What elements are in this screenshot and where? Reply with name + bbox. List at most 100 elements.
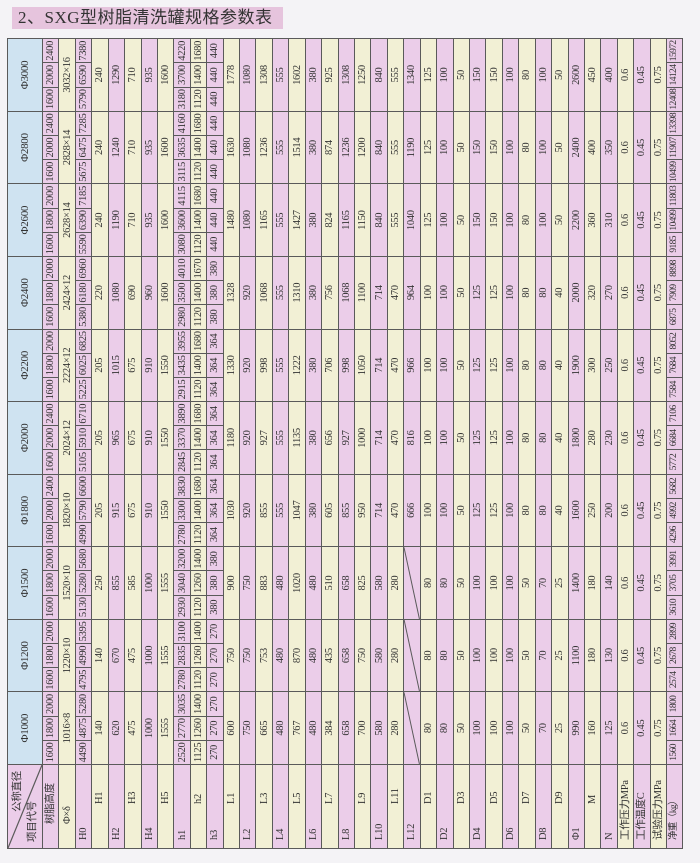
value-cell: 130 [600, 619, 618, 692]
value-cell: 920 [239, 329, 256, 402]
row-label: L12 [403, 764, 421, 849]
value-cell: 1800 [42, 643, 59, 668]
value-cell: 1135 [288, 401, 306, 475]
value-cell: 767 [288, 691, 306, 765]
table-row: 试验压力MPa 0.75 0.75 0.75 0.75 0.75 0.75 0.75 0.75 0… [650, 38, 667, 849]
value-cell: 100 [502, 691, 519, 765]
value-cell: 620 [108, 691, 125, 765]
diagonal-divider [8, 765, 42, 848]
value-cell: 1308 [255, 38, 273, 112]
value-cell: 1310 [288, 256, 306, 330]
table-row: L4 480 480 480 555 555 555 555 555 555 555 [272, 38, 289, 849]
value-cell: 25 [551, 619, 568, 692]
table-row: 工作温度C 0.45 0.45 0.45 0.45 0.45 0.45 0.45 0.45 0.4… [633, 38, 651, 849]
value-cell: 555 [272, 329, 289, 402]
value-cell: 125 [600, 691, 618, 765]
row-label: L4 [272, 764, 289, 849]
value-cell: 3080 [173, 232, 191, 257]
value-cell: 80 [436, 546, 454, 620]
empty-cell [403, 546, 421, 620]
value-cell: 4010 [173, 256, 191, 281]
value-cell: 280 [387, 619, 404, 692]
table-row: N 125 130 140 200 230 250 270 310 350 400 [600, 38, 618, 849]
table-row: L9 700 750 825 950 1000 1050 1100 1150 1200 1250 [354, 38, 371, 849]
row-label: L6 [305, 764, 322, 849]
row-label: L5 [288, 764, 306, 849]
row-label: D6 [502, 764, 519, 849]
row-label: 树脂高度 [42, 764, 59, 849]
value-cell: 7909 [666, 280, 683, 305]
value-cell: 270 [206, 619, 224, 644]
diameter-header: Φ2800 [7, 111, 43, 184]
value-cell: 1600 [42, 740, 59, 765]
value-cell: 714 [370, 474, 388, 547]
value-cell: 3600 [173, 208, 191, 233]
value-cell: 364 [206, 498, 224, 523]
value-cell: 2899 [666, 619, 683, 644]
value-cell: 2400 [42, 38, 59, 63]
value-cell: 205 [91, 329, 109, 402]
value-cell: 2400 [42, 401, 59, 426]
value-cell: 480 [305, 546, 322, 620]
value-cell: 100 [502, 401, 519, 475]
value-cell: 0.75 [650, 111, 667, 184]
value-cell: 40 [551, 401, 568, 475]
value-cell: 1250 [354, 38, 371, 112]
value-cell: 1630 [223, 111, 240, 184]
value-cell: 11907 [666, 135, 683, 160]
value-cell: 7185 [75, 183, 92, 209]
value-cell: 125 [485, 474, 503, 547]
value-cell: 2000 [42, 546, 59, 571]
value-cell: 80 [518, 474, 536, 547]
table-row: D2 80 80 80 100 100 100 100 100 100 100 [436, 38, 454, 849]
value-cell: 1670 [190, 256, 207, 281]
table-row: h2 1125 1260 1400 1120 1260 1400 1120 1260 1400 11… [190, 38, 207, 849]
value-cell: 440 [206, 232, 224, 257]
value-cell: 2000 [42, 619, 59, 644]
value-cell: 666 [403, 474, 421, 547]
row-label: Φ1 [568, 764, 585, 849]
value-cell: 80 [518, 111, 536, 184]
value-cell: 3705 [666, 570, 683, 596]
row-label: L3 [255, 764, 273, 849]
value-cell: 125 [485, 256, 503, 330]
value-cell: 4990 [75, 643, 92, 668]
table-row: L3 665 753 883 855 927 998 1068 1165 1236 1308 [255, 38, 273, 849]
value-cell: 270 [206, 716, 224, 741]
value-cell: 555 [272, 256, 289, 330]
value-cell: 5772 [666, 450, 683, 475]
value-cell: 1260 [190, 643, 207, 668]
table-row: D1 80 80 80 100 100 100 100 125 125 125 [420, 38, 437, 849]
value-cell: 1600 [157, 256, 174, 330]
value-cell: 753 [255, 619, 273, 692]
value-cell: 50 [518, 546, 536, 620]
value-cell: 50 [453, 256, 470, 330]
value-cell: 6025 [75, 353, 92, 378]
value-cell: 1290 [108, 38, 125, 112]
value-cell: 270 [600, 256, 618, 330]
value-cell: 1400 [190, 353, 207, 378]
value-cell: 4160 [173, 111, 191, 136]
value-cell: 364 [206, 401, 224, 426]
value-cell: 125 [420, 183, 437, 257]
value-cell: 870 [288, 619, 306, 692]
value-cell: 555 [387, 183, 404, 257]
empty-cell [403, 691, 421, 765]
value-cell: 1125 [190, 740, 207, 765]
value-cell: 3035 [173, 691, 191, 717]
value-cell: 1400 [190, 498, 207, 523]
value-cell: 480 [272, 619, 289, 692]
row-label: D3 [453, 764, 470, 849]
value-cell: 1800 [666, 691, 683, 717]
value-cell: 1330 [223, 329, 240, 402]
value-cell: 125 [420, 38, 437, 112]
value-cell: 2424×12 [58, 256, 76, 330]
value-cell: 840 [370, 38, 388, 112]
value-cell: 6180 [75, 280, 92, 305]
table-row: L10 580 580 580 714 714 714 714 840 840 840 [370, 38, 388, 849]
value-cell: 935 [141, 183, 158, 257]
value-cell: 1400 [190, 691, 207, 717]
value-cell: 4795 [75, 667, 92, 692]
value-cell: 100 [502, 546, 519, 620]
value-cell: 160 [584, 691, 601, 765]
